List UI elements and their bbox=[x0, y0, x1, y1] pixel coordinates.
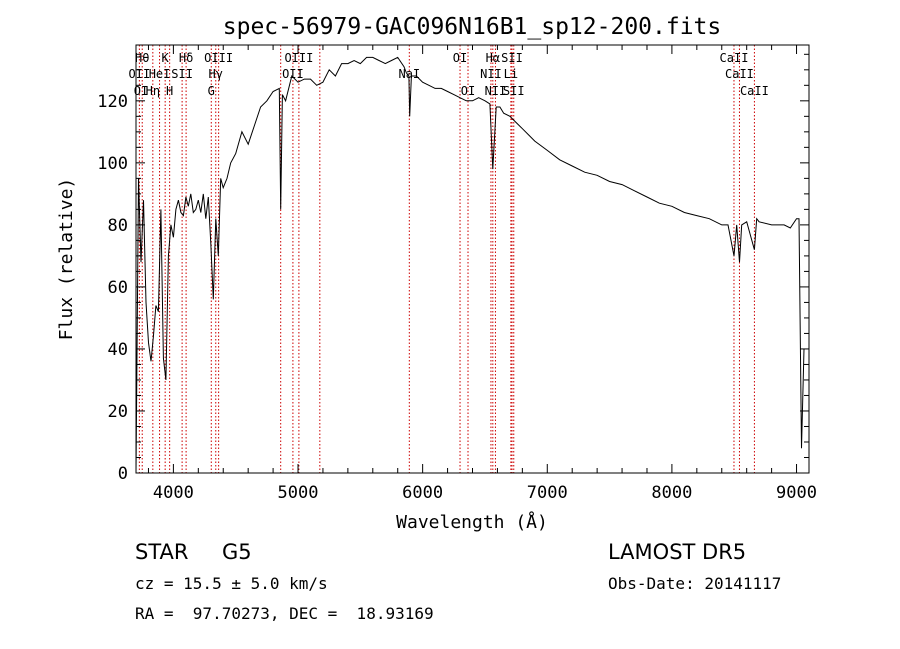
spectral-line-label: NII bbox=[485, 84, 507, 98]
spectral-line-label: OI bbox=[134, 84, 148, 98]
y-tick-label: 120 bbox=[97, 92, 128, 112]
spectral-line-label: OIII bbox=[204, 51, 233, 65]
spectral-line-label: SII bbox=[171, 67, 193, 81]
spectral-line-label: CaII bbox=[740, 84, 769, 98]
chart-title: spec-56979-GAC096N16B1_sp12-200.fits bbox=[223, 14, 722, 40]
spectral-line-label: NII bbox=[480, 67, 502, 81]
observation-date: Obs-Date: 20141117 bbox=[608, 574, 782, 593]
x-tick-label: 4000 bbox=[153, 483, 194, 503]
spectral-line-label: Li bbox=[504, 67, 518, 81]
y-tick-label: 20 bbox=[108, 402, 128, 422]
redshift-velocity: cz = 15.5 ± 5.0 km/s bbox=[135, 574, 328, 593]
x-axis-label: Wavelength (Å) bbox=[396, 511, 548, 533]
spectral-line-label: CaII bbox=[720, 51, 749, 65]
spectral-line-label: NaI bbox=[398, 67, 420, 81]
spectral-line-label: SII bbox=[503, 84, 525, 98]
spectral-line-label: Hδ bbox=[179, 51, 193, 65]
x-axis-ticks: 4000 5000 6000 7000 8000 9000 bbox=[147, 45, 817, 503]
plot-frame bbox=[135, 44, 810, 474]
y-tick-label: 80 bbox=[108, 216, 128, 236]
spectral-line-label: K bbox=[162, 51, 170, 65]
spectral-line-label: Hγ bbox=[209, 67, 223, 81]
line-markers bbox=[138, 45, 755, 473]
x-tick-label: 8000 bbox=[651, 483, 692, 503]
object-class: STAR bbox=[135, 540, 189, 564]
y-tick-label: 0 bbox=[118, 464, 128, 484]
spectral-line-label: OII bbox=[129, 67, 151, 81]
spectral-line-label: Hη bbox=[146, 84, 160, 98]
spectral-line-label: OI bbox=[453, 51, 467, 65]
spectrum-line bbox=[135, 56, 805, 474]
x-tick-label: 9000 bbox=[776, 483, 817, 503]
y-tick-label: 40 bbox=[108, 340, 128, 360]
x-tick-label: 5000 bbox=[278, 483, 319, 503]
y-axis-ticks: 0 20 40 60 80 100 120 bbox=[97, 53, 809, 484]
object-subclass: G5 bbox=[222, 540, 252, 564]
y-tick-label: 100 bbox=[97, 154, 128, 174]
spectral-line-label: Hθ bbox=[135, 51, 149, 65]
spectral-line-label: CaII bbox=[725, 67, 754, 81]
spectral-line-label: OII bbox=[282, 67, 304, 81]
spectral-line-label: Hα bbox=[486, 51, 500, 65]
spectral-line-label: OI bbox=[461, 84, 475, 98]
survey-name: LAMOST DR5 bbox=[608, 540, 747, 564]
sky-coordinates: RA = 97.70273, DEC = 18.93169 bbox=[135, 604, 434, 623]
spectral-line-label: OIII bbox=[284, 51, 313, 65]
x-tick-label: 6000 bbox=[402, 483, 443, 503]
y-tick-label: 60 bbox=[108, 278, 128, 298]
spectral-line-label: SII bbox=[501, 51, 523, 65]
spectral-line-label: H bbox=[166, 84, 173, 98]
spectral-line-label: G bbox=[208, 84, 215, 98]
y-axis-label: Flux (relative) bbox=[56, 178, 77, 341]
x-tick-label: 7000 bbox=[527, 483, 568, 503]
spectral-line-label: HeI bbox=[149, 67, 171, 81]
